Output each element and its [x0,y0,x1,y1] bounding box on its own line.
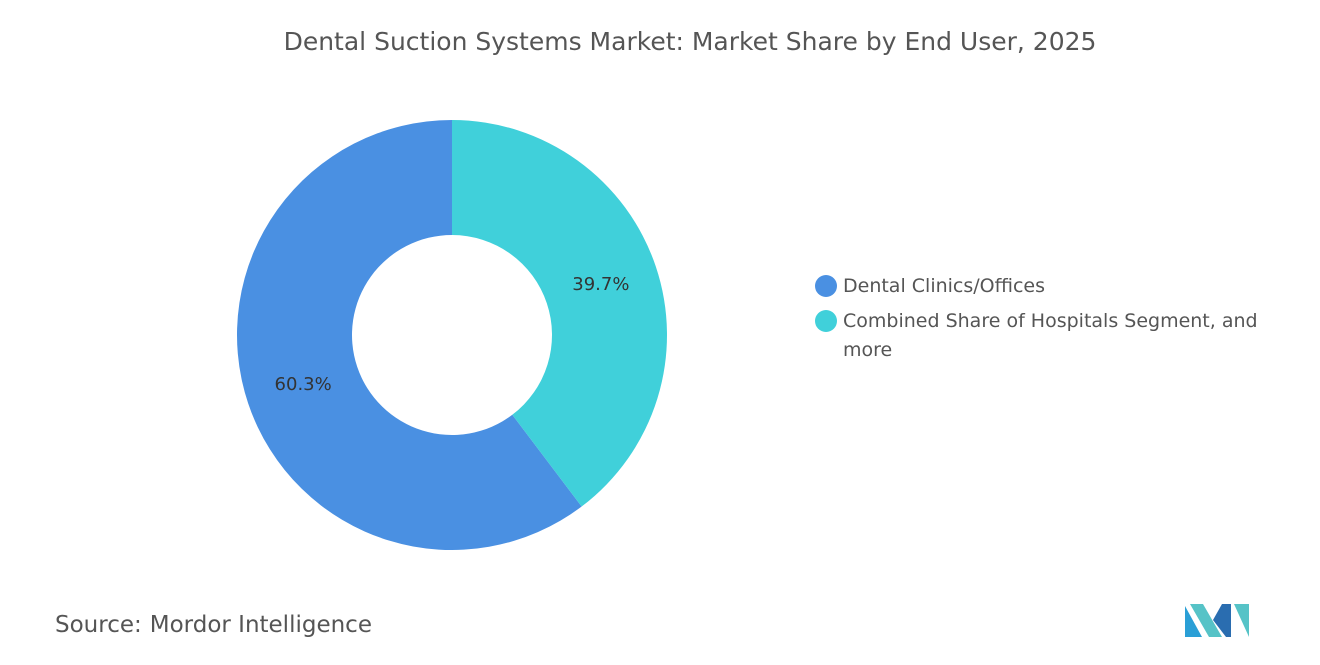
logo [1185,604,1249,637]
value-label: 60.3% [275,374,332,395]
legend-swatch [815,310,837,332]
legend-label: Dental Clinics/Offices [843,275,1046,297]
source-label: Source: [55,612,142,638]
slice [452,120,668,507]
source-name: Mordor Intelligence [149,612,372,638]
value-label: 39.7% [572,274,629,295]
legend-item: Combined Share of Hospitals Segment, and… [815,307,1295,365]
source: Source: Mordor Intelligence [55,612,380,638]
legend-label: Combined Share of Hospitals Segment, and… [843,310,1258,361]
chart-title: Dental Suction Systems Market: Market Sh… [284,27,1097,56]
legend: Dental Clinics/Offices Combined Share of … [815,272,1295,371]
slice [237,120,582,551]
legend-swatch [815,275,837,297]
legend-item: Dental Clinics/Offices [815,272,1295,301]
